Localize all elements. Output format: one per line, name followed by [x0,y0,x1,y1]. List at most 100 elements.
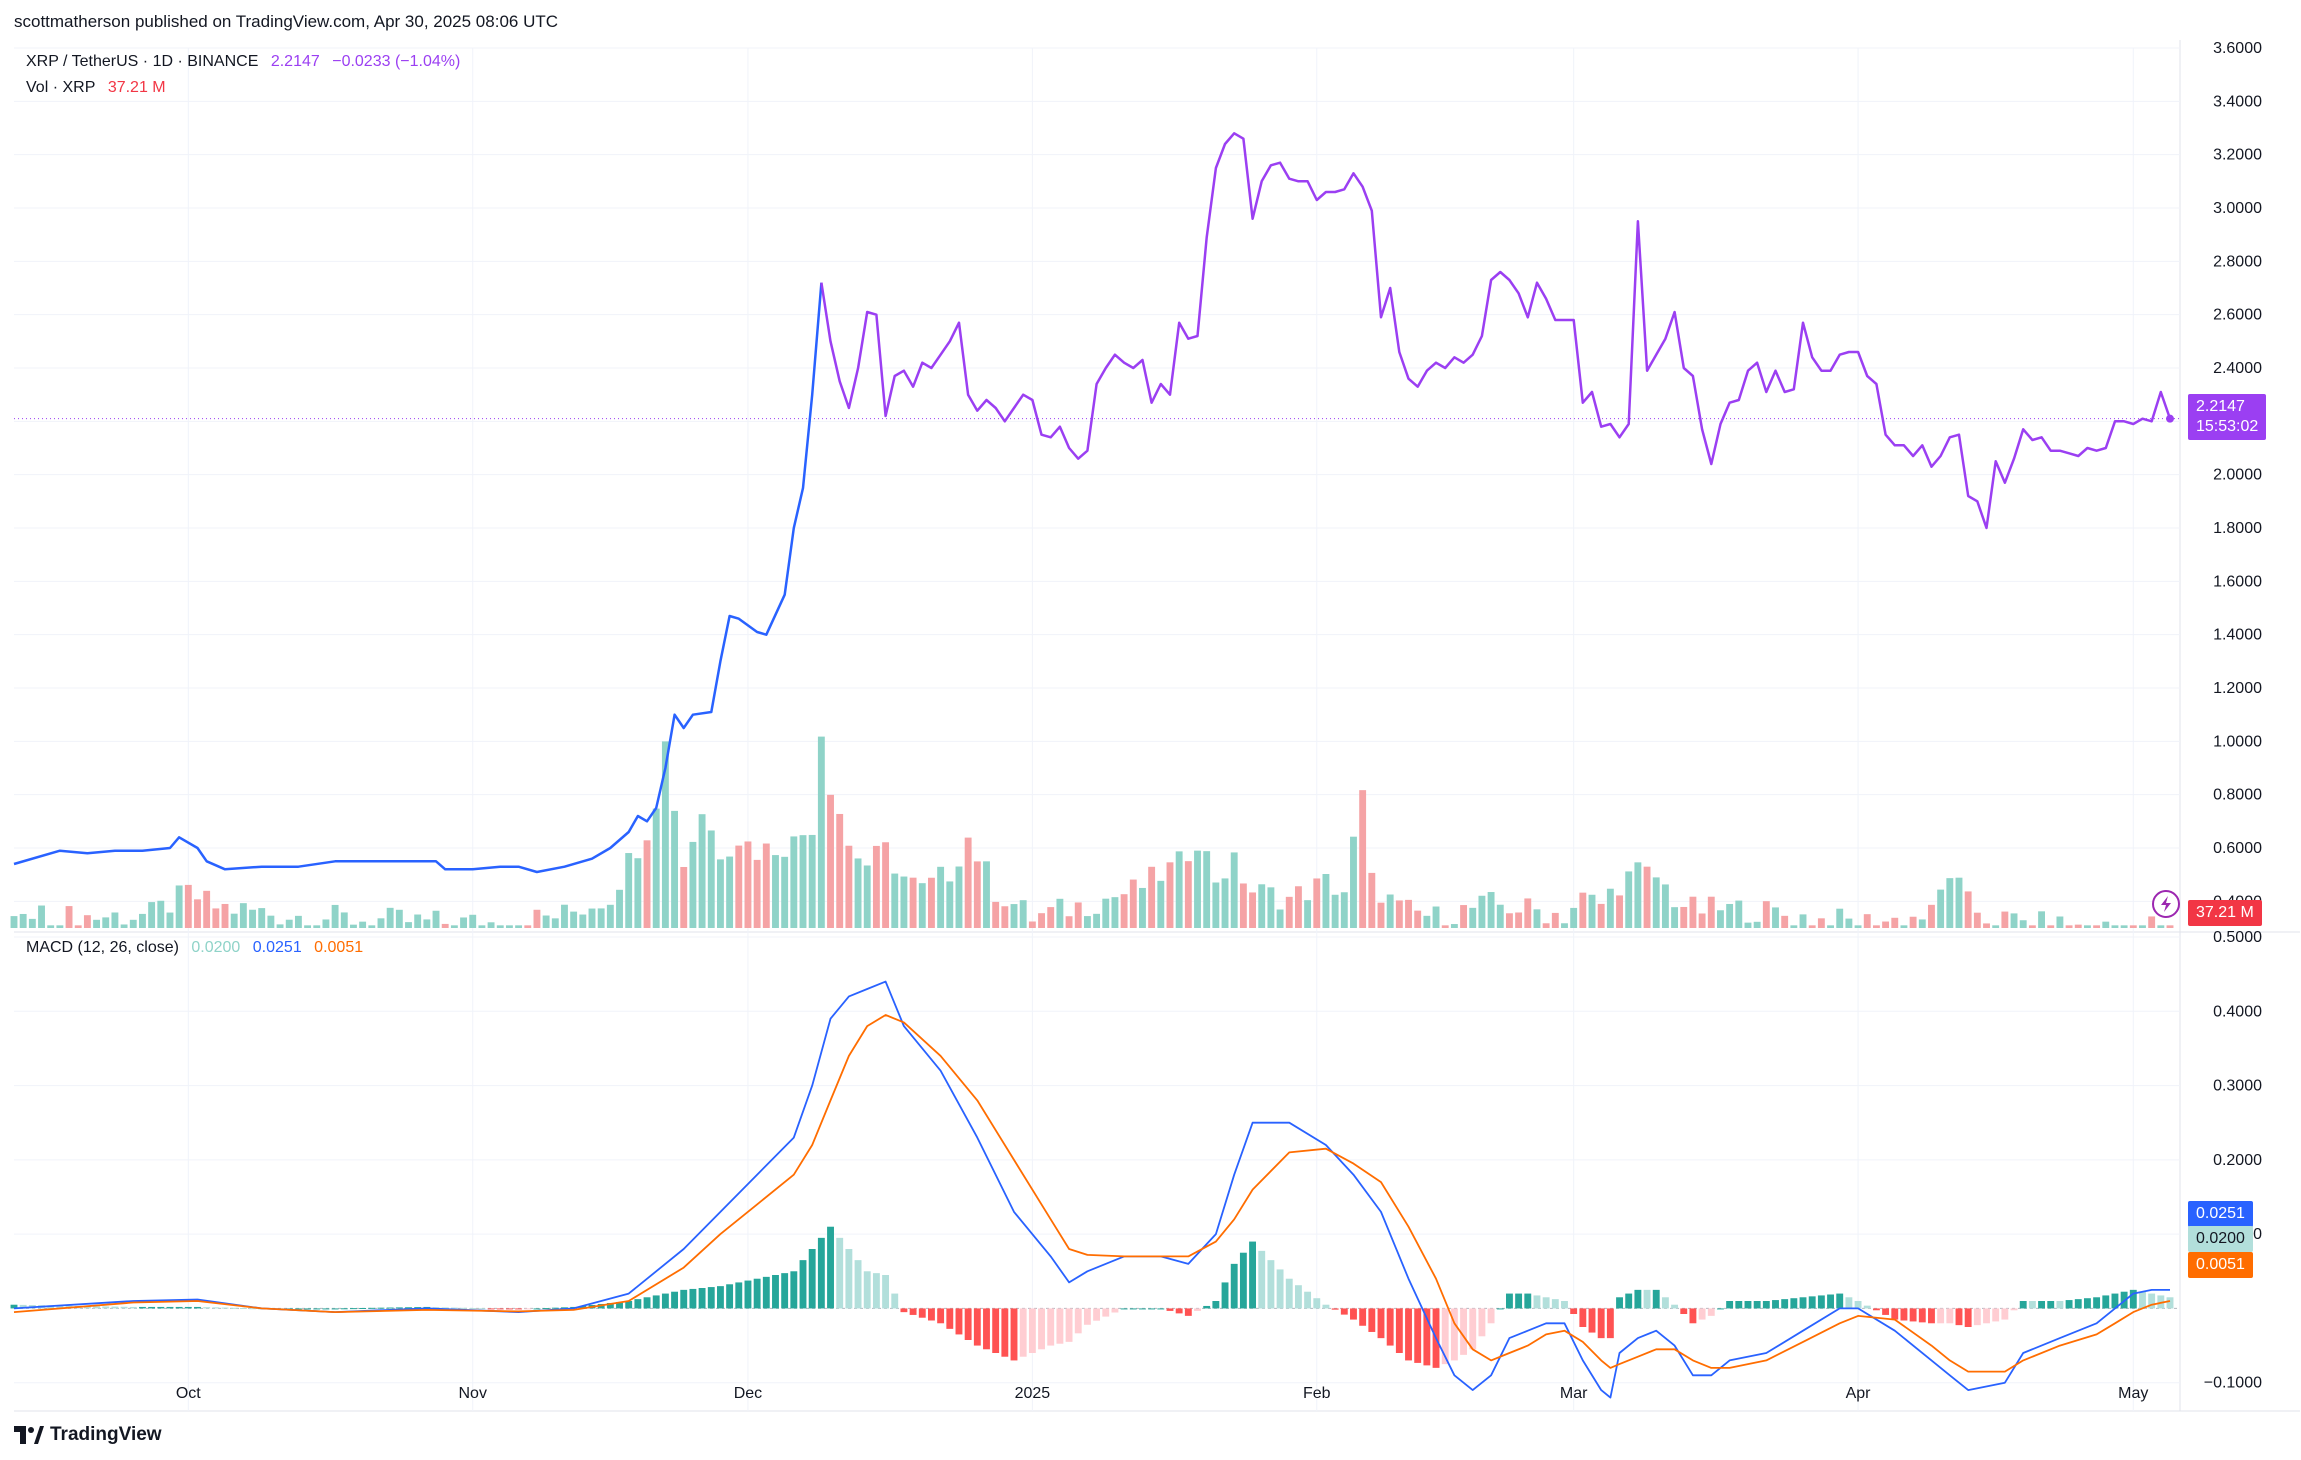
macd-histogram-bar [1166,1308,1174,1311]
volume-bar [1230,852,1238,928]
macd-histogram-bar [1717,1308,1724,1310]
time-tick-label: Dec [734,1385,762,1402]
macd-histogram-bar [1441,1308,1449,1365]
macd-histogram-bar [1350,1308,1357,1320]
macd-histogram-bar [790,1271,798,1309]
volume-bar [1579,892,1587,928]
volume-bar [1139,887,1146,928]
volume-bar [1239,883,1247,928]
macd-histogram-bar [753,1278,761,1309]
volume-bar [111,912,119,928]
macd-histogram-bar [1267,1260,1275,1309]
volume-bar [872,845,880,928]
volume-bar [1423,915,1431,928]
macd-histogram-bar [1827,1294,1834,1309]
macd-tick-label: 0.3000 [2213,1078,2262,1095]
volume-bar [1368,872,1376,928]
volume-bar [781,856,789,928]
macd-histogram-bar [1671,1304,1679,1309]
macd-histogram-bar [83,1306,91,1309]
macd-histogram-bar [2102,1295,2110,1309]
markers [2152,890,2180,918]
macd-histogram-bar [1028,1308,1036,1353]
macd-histogram-bar [1973,1308,1981,1326]
volume-bar [2157,925,2165,928]
macd-histogram-bar [1836,1293,1844,1309]
macd-histogram-bar [441,1307,449,1309]
volume-bar [2120,925,2128,928]
macd-histogram-bar [1313,1298,1321,1309]
macd-histogram-bar [2093,1297,2101,1309]
hist-tag: 0.0200 [2188,1226,2253,1252]
macd-histogram-bar [1074,1308,1082,1334]
volume-bar [395,909,403,928]
macd-histogram-bar [561,1307,568,1309]
macd-histogram-bar [542,1308,550,1310]
macd-histogram-bar [432,1307,440,1309]
volume-bar [533,909,541,928]
macd-histogram-bar [212,1307,220,1309]
last-price-tag: 2.2147 15:53:02 [2188,394,2267,440]
volume-bar [1212,882,1220,928]
volume-bar [1010,904,1018,928]
volume-bar [441,923,449,928]
grid-lines [14,40,2300,1412]
macd-histogram-bar [1652,1289,1660,1309]
signal-line [13,1014,2171,1373]
tradingview-logo[interactable]: TradingView [14,1424,162,1446]
volume-bar [405,922,412,928]
macd-histogram-bar [1946,1308,1954,1324]
tradingview-logo-icon [14,1426,44,1444]
volume-bar [1175,851,1183,928]
volume-bar [450,925,458,928]
volume-bars [10,736,2174,928]
volume-bar [918,883,926,928]
volume-bar [2065,925,2073,928]
macd-histogram-bar [1148,1308,1156,1310]
countdown-timer: 15:53:02 [2196,418,2259,435]
macd-histogram-bar [1992,1308,2000,1322]
volume-bar [1313,878,1321,928]
macd-histogram-bar [1845,1297,1853,1309]
volume-bar [606,904,614,928]
macd-histogram-bar [1918,1308,1926,1323]
macd-line-value: 0.0251 [252,939,302,956]
volume-bar [2083,925,2091,928]
volume-bar [1973,912,1981,928]
volume-bar [93,919,101,928]
volume-bar [313,925,321,928]
macd-histogram-bar [827,1226,834,1309]
volume-bar [47,925,55,928]
macd-histogram-bar [1340,1308,1348,1315]
volume-bar [946,881,954,928]
volume-bar [1083,916,1091,928]
macd-histogram-bar [1726,1301,1734,1309]
volume-bar [845,845,853,928]
volume-bar [203,890,211,928]
macd-histogram-bar [964,1308,972,1340]
volume-bar [515,925,523,928]
macd-histogram-bar [157,1306,165,1309]
macd-tick-label: 0.2000 [2213,1152,2262,1169]
volume-bar [1469,907,1477,928]
macd-histogram-bar [1625,1293,1633,1309]
macd-histogram-bar [515,1308,523,1310]
macd-signal-value: 0.0051 [314,939,364,956]
volume-bar [1909,916,1917,928]
volume-bar [1221,878,1229,928]
macd-histogram-bar [1239,1252,1247,1309]
price-tick-label: 0.8000 [2213,787,2262,804]
macd-histogram-bar [1735,1301,1743,1309]
macd-histogram-bar [799,1260,807,1309]
macd-histogram-bar [1120,1308,1128,1310]
volume-bar [625,853,633,928]
macd-histogram-bar [1377,1308,1385,1339]
main-legend: XRP / TetherUS · 1D · BINANCE 2.2147 −0.… [26,53,468,71]
macd-histogram-bar [1083,1308,1091,1325]
volume-bar [1294,886,1302,928]
volume-bar [1056,898,1064,928]
macd-histogram-bar [313,1308,321,1310]
macd-histogram-bar [1194,1308,1201,1311]
macd-histogram-bar [1019,1308,1027,1357]
